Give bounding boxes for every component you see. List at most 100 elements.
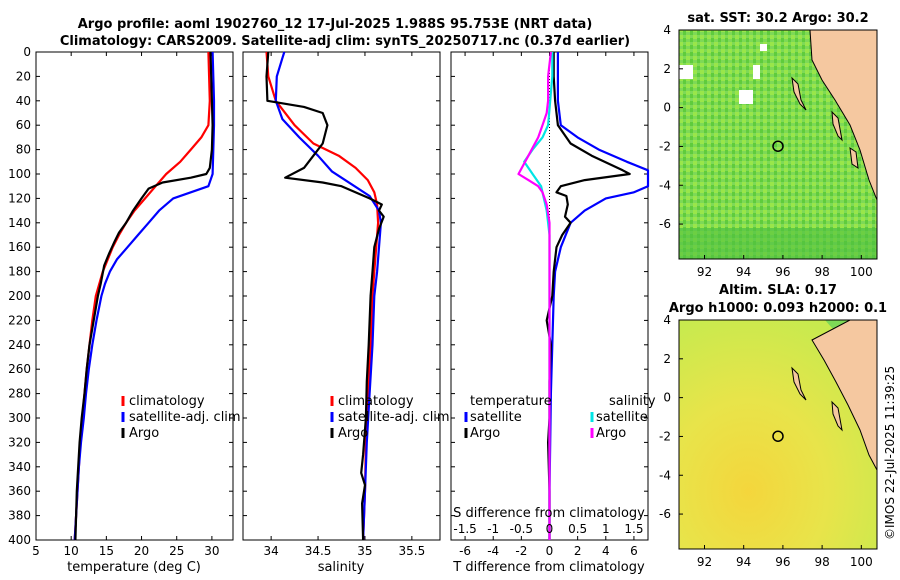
salinity-xlabel: salinity bbox=[318, 560, 365, 575]
depth-tick-label: 280 bbox=[8, 387, 31, 401]
depth-tick-label: 180 bbox=[8, 265, 31, 279]
temperature-series bbox=[73, 51, 216, 541]
difference-ticks: -6 -4 -2 0 2 4 6 bbox=[451, 51, 648, 558]
map-x-tick-label: 92 bbox=[697, 555, 712, 569]
x-tick-label: 2 bbox=[574, 544, 582, 558]
map-y-tick-label: 2 bbox=[663, 62, 671, 76]
legend-label-climatology: climatology bbox=[129, 394, 205, 409]
map-x-tick-label: 98 bbox=[814, 265, 829, 279]
x-tick-label: 6 bbox=[630, 544, 638, 558]
map-y-tick-label: -6 bbox=[659, 217, 671, 231]
sla-island bbox=[831, 400, 843, 432]
s-diff-tick-label: 0 bbox=[546, 522, 554, 536]
difference-legend: temperature satellite Argo salinity sate… bbox=[464, 394, 656, 441]
x-tick-label: -6 bbox=[459, 544, 471, 558]
sst-map-ticks: 92 94 96 98 100 4 2 0 -2 -4 -6 bbox=[659, 23, 873, 279]
difference-xlabel: T difference from climatology bbox=[452, 560, 645, 575]
temperature-xlabel: temperature (deg C) bbox=[67, 560, 201, 575]
map-x-tick-label: 96 bbox=[775, 555, 790, 569]
legend-label-s-argo: Argo bbox=[596, 426, 626, 441]
difference-series bbox=[517, 51, 650, 540]
depth-tick-label: 260 bbox=[8, 362, 31, 376]
legend-label-argo: Argo bbox=[338, 426, 368, 441]
depth-tick-label: 120 bbox=[8, 191, 31, 205]
sst-field-south bbox=[679, 228, 877, 259]
x-tick-label: 5 bbox=[32, 544, 40, 558]
depth-tick-label: 240 bbox=[8, 338, 31, 352]
map-x-tick-label: 94 bbox=[736, 555, 751, 569]
x-tick-label: 10 bbox=[64, 544, 79, 558]
x-tick-label: 35 bbox=[357, 544, 372, 558]
map-y-tick-label: 0 bbox=[663, 101, 671, 115]
map-y-tick-label: 0 bbox=[663, 391, 671, 405]
difference-xlabel-top: S difference from climatology bbox=[453, 506, 645, 521]
series-line-temperature-satellite bbox=[548, 52, 650, 540]
map-y-tick-label: -4 bbox=[659, 178, 671, 192]
depth-tick-label: 220 bbox=[8, 313, 31, 327]
x-tick-label: 30 bbox=[204, 544, 219, 558]
map-y-tick-label: -2 bbox=[659, 429, 671, 443]
sla-map-frame bbox=[678, 319, 878, 550]
map-y-tick-label: -6 bbox=[659, 507, 671, 521]
argo-location-marker bbox=[772, 140, 784, 152]
temperature-axes-frame bbox=[35, 51, 234, 541]
x-tick-label: 4 bbox=[602, 544, 610, 558]
title-line-2: Climatology: CARS2009. Satellite-adj cli… bbox=[60, 34, 630, 49]
x-tick-label: 34.5 bbox=[305, 544, 332, 558]
map-y-tick-label: 2 bbox=[663, 352, 671, 366]
depth-tick-label: 320 bbox=[8, 435, 31, 449]
x-tick-label: -4 bbox=[487, 544, 499, 558]
map-y-tick-label: 4 bbox=[663, 23, 671, 37]
depth-tick-label: 360 bbox=[8, 484, 31, 498]
difference-panel: -6 -4 -2 0 2 4 6 T difference from climatology… bbox=[450, 51, 656, 575]
depth-tick-label: 200 bbox=[8, 289, 31, 303]
sla-map-ticks: 92 94 96 98 100 4 2 0 -2 -4 -6 bbox=[659, 313, 873, 569]
sla-map-panel: Altim. SLA: 0.17 Argo h1000: 0.093 h2000… bbox=[659, 283, 887, 569]
legend-title-salinity: salinity bbox=[609, 394, 656, 409]
depth-tick-label: 300 bbox=[8, 411, 31, 425]
depth-tick-label: 40 bbox=[16, 94, 31, 108]
s-diff-tick-label: 0.5 bbox=[568, 522, 587, 536]
x-tick-label: 34 bbox=[264, 544, 279, 558]
salinity-series bbox=[265, 51, 385, 541]
legend-label-argo: Argo bbox=[129, 426, 159, 441]
sla-map-title: Altim. SLA: 0.17 bbox=[719, 283, 837, 298]
map-y-tick-label: 4 bbox=[663, 313, 671, 327]
depth-tick-label: 20 bbox=[16, 69, 31, 83]
series-line-salinity-argo bbox=[517, 51, 552, 540]
x-tick-label: -2 bbox=[515, 544, 527, 558]
sst-island bbox=[831, 110, 843, 142]
sla-map-subtitle: Argo h1000: 0.093 h2000: 0.1 bbox=[669, 301, 887, 316]
map-x-tick-label: 98 bbox=[814, 555, 829, 569]
x-tick-label: 35.5 bbox=[398, 544, 425, 558]
depth-tick-label: 100 bbox=[8, 167, 31, 181]
salinity-legend: climatology satellite-adj. clim Argo bbox=[330, 394, 450, 441]
argo-location-marker bbox=[772, 430, 784, 442]
temperature-legend: climatology satellite-adj. clim Argo bbox=[121, 394, 241, 441]
series-line-temperature-argo bbox=[545, 52, 631, 540]
series-line-argo bbox=[74, 51, 214, 541]
map-x-tick-label: 92 bbox=[697, 265, 712, 279]
legend-label-s-satellite: satellite bbox=[596, 410, 648, 425]
salinity-axes-frame bbox=[242, 51, 441, 541]
imos-watermark: ©IMOS 22-Jul-2025 11:39:25 bbox=[883, 366, 897, 540]
depth-tick-label: 60 bbox=[16, 118, 31, 132]
map-x-tick-label: 94 bbox=[736, 265, 751, 279]
sst-island bbox=[791, 76, 807, 111]
s-diff-tick-label: -1 bbox=[487, 522, 499, 536]
map-y-tick-label: -4 bbox=[659, 468, 671, 482]
sst-map-title: sat. SST: 30.2 Argo: 30.2 bbox=[687, 11, 868, 26]
series-line-climatology bbox=[265, 51, 380, 541]
series-line-satellite-adj-clim bbox=[73, 51, 216, 541]
map-x-tick-label: 100 bbox=[850, 265, 873, 279]
depth-tick-label: 340 bbox=[8, 460, 31, 474]
depth-tick-label: 140 bbox=[8, 216, 31, 230]
x-tick-label: 25 bbox=[169, 544, 184, 558]
s-difference-ticks: -1.5 -1 -0.5 0 0.5 1 1.5 bbox=[453, 522, 643, 536]
s-diff-tick-label: -0.5 bbox=[510, 522, 533, 536]
map-x-tick-label: 96 bbox=[775, 265, 790, 279]
depth-tick-label: 380 bbox=[8, 509, 31, 523]
sst-island bbox=[849, 146, 859, 170]
salinity-ticks: 34 34.5 35 35.5 bbox=[243, 51, 440, 558]
